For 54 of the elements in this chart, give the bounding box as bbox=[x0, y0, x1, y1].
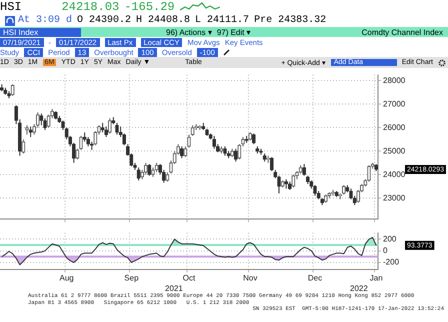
candlestick bbox=[198, 124, 202, 130]
candlestick bbox=[115, 122, 119, 136]
x-tick-label: Sep bbox=[124, 273, 140, 282]
text: 2022 bbox=[350, 284, 368, 293]
candlestick bbox=[148, 164, 152, 176]
candlestick bbox=[302, 164, 306, 176]
candlestick bbox=[244, 135, 248, 144]
candlestick bbox=[25, 124, 29, 136]
candlestick bbox=[104, 126, 108, 138]
y-tick-label: 200 bbox=[383, 234, 397, 244]
candlestick bbox=[7, 90, 11, 99]
text: 24218.03 bbox=[62, 0, 120, 14]
x-tick-label: Dec bbox=[308, 273, 322, 282]
text: Pre 24383.32 bbox=[254, 15, 326, 26]
candlestick bbox=[367, 164, 371, 182]
y-tick-label: -200 bbox=[383, 258, 400, 267]
y-tick-label: 27000 bbox=[383, 99, 406, 108]
y-tick-label: 24000 bbox=[383, 170, 406, 179]
candlestick bbox=[86, 136, 90, 147]
text: 2021 bbox=[165, 284, 183, 293]
candlestick bbox=[76, 148, 80, 160]
y-tick-label: 28000 bbox=[383, 76, 406, 85]
candlestick bbox=[223, 146, 227, 156]
x-tick-label: Aug bbox=[59, 273, 74, 282]
candlestick bbox=[136, 167, 140, 181]
text: H 24408.8 bbox=[136, 15, 190, 26]
candlestick bbox=[10, 84, 14, 96]
candlestick bbox=[205, 128, 209, 136]
candlestick bbox=[313, 184, 317, 196]
candlestick bbox=[324, 194, 328, 204]
candlestick bbox=[374, 164, 378, 172]
candlestick bbox=[54, 110, 58, 120]
y-tick-label: 0 bbox=[383, 246, 388, 256]
candlestick bbox=[43, 118, 47, 130]
candlestick bbox=[4, 87, 8, 96]
y-tick-label: 25000 bbox=[383, 146, 406, 156]
text: -165.29 bbox=[124, 0, 175, 14]
text: Comdty Channel Index bbox=[362, 28, 443, 36]
candlestick bbox=[151, 167, 155, 178]
text: 96) Actions ▾ bbox=[166, 28, 212, 36]
x-tick-label: Nov bbox=[243, 273, 258, 282]
x-tick-label: Oct bbox=[182, 273, 196, 282]
text: 97) Edit ▾ bbox=[216, 28, 251, 36]
y-tick-label: 23000 bbox=[383, 193, 406, 202]
candlestick bbox=[288, 181, 292, 190]
candlestick bbox=[306, 175, 310, 184]
text: HSI bbox=[0, 0, 22, 14]
candlestick bbox=[40, 113, 44, 126]
text: At 3:09 d bbox=[18, 15, 72, 26]
text: O 24390.2 bbox=[77, 15, 132, 26]
y-tick-label: 26000 bbox=[383, 122, 406, 132]
text: L 24111.7 bbox=[195, 15, 250, 26]
text: HSI Index bbox=[0, 28, 81, 36]
x-tick-label: Jan bbox=[370, 273, 383, 282]
